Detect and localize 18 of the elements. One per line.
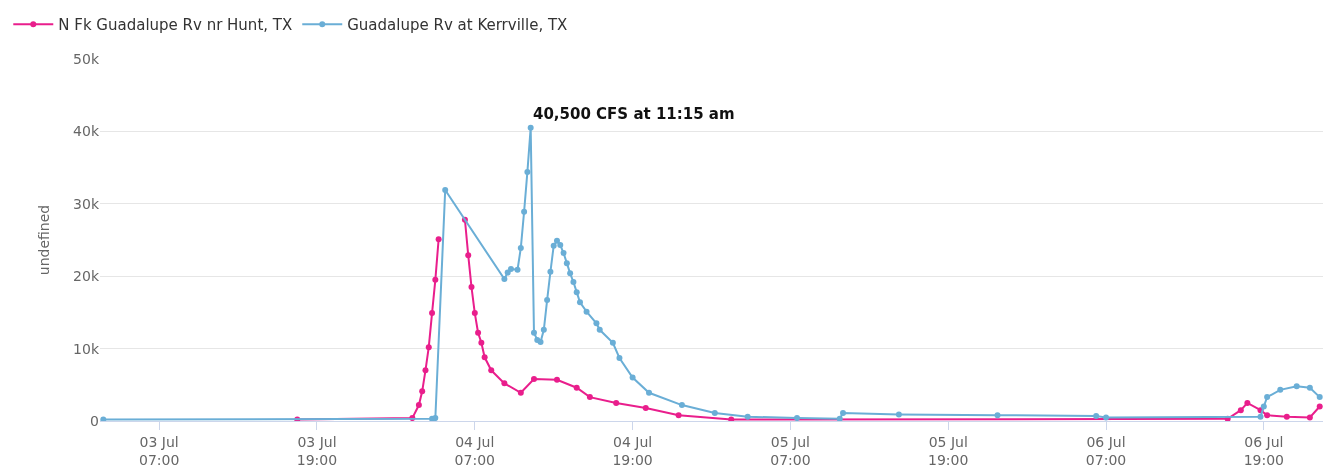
y-tick-label: 20k — [73, 268, 100, 285]
y-tick-label: 10k — [73, 340, 100, 357]
y-axis-title: undefined — [35, 204, 52, 276]
x-tick-label: 03 Jul 07:00 — [139, 433, 180, 468]
y-tick-label: 30k — [73, 195, 100, 212]
x-tick-label: 04 Jul 19:00 — [612, 433, 653, 468]
y-tick-label: 50k — [73, 50, 100, 67]
legend-label: Guadalupe Rv at Kerrville, TX — [347, 16, 568, 34]
x-tick-label: 03 Jul 19:00 — [296, 433, 338, 468]
x-tick-label: 05 Jul 07:00 — [770, 433, 811, 468]
x-tick-label: 04 Jul 07:00 — [454, 433, 495, 468]
x-tick-label: 05 Jul 19:00 — [928, 433, 969, 468]
y-tick-label: 0 — [90, 412, 99, 429]
legend-label: N Fk Guadalupe Rv nr Hunt, TX — [58, 16, 293, 34]
x-tick-label: 06 Jul 19:00 — [1243, 433, 1284, 468]
annotation: 40,500 CFS at 11:15 am — [533, 105, 735, 123]
y-tick-label: 40k — [73, 123, 100, 140]
x-tick-label: 06 Jul 07:00 — [1085, 433, 1127, 468]
